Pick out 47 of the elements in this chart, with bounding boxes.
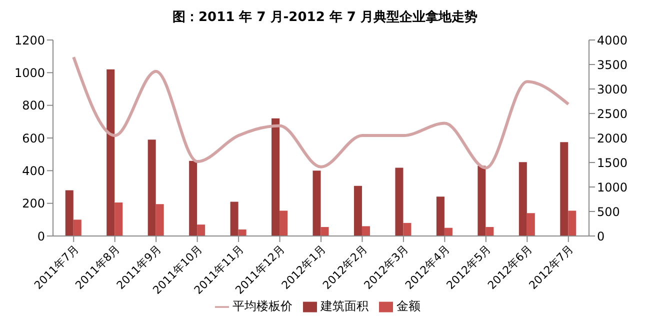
bar <box>518 162 527 236</box>
y-tick-label: 400 <box>22 164 45 178</box>
bar <box>148 140 156 236</box>
y-tick-label: 1000 <box>14 66 45 80</box>
bar <box>560 142 568 236</box>
bar <box>197 224 206 236</box>
bar <box>280 210 288 236</box>
bar <box>444 228 452 236</box>
bar <box>272 118 280 236</box>
y2-tick-label: 3500 <box>597 58 628 72</box>
bar <box>230 202 238 236</box>
y-tick-label: 0 <box>37 229 45 244</box>
bar <box>362 226 370 236</box>
bar <box>238 229 246 236</box>
bar <box>568 210 576 236</box>
bar <box>156 204 164 236</box>
legend-label: 建筑面积 <box>320 299 368 313</box>
y-tick-label: 1200 <box>14 33 45 48</box>
bar <box>73 220 82 236</box>
chart-title: 图：2011 年 7 月-2012 年 7 月典型企业拿地走势 <box>171 9 478 27</box>
bar <box>478 166 486 236</box>
bar <box>486 227 494 236</box>
bar <box>114 202 123 236</box>
y-tick-label: 800 <box>22 98 45 113</box>
y2-tick-label: 1500 <box>597 156 628 170</box>
bar <box>312 170 321 236</box>
bar <box>320 227 329 236</box>
y-tick-label: 200 <box>22 196 45 211</box>
y2-tick-label: 2500 <box>597 106 628 121</box>
y2-tick-label: 2000 <box>597 131 628 146</box>
y2-tick-label: 500 <box>597 204 620 219</box>
bar <box>395 168 404 236</box>
y2-tick-label: 3000 <box>597 82 628 96</box>
y-tick-label: 600 <box>22 131 45 146</box>
bar <box>65 190 74 236</box>
bar <box>354 186 362 236</box>
legend-label: 金额 <box>396 299 420 313</box>
bar <box>189 160 198 236</box>
bar <box>526 213 535 236</box>
y2-tick-label: 1000 <box>597 180 628 194</box>
line-series <box>72 56 570 170</box>
legend-label: 平均楼板价 <box>232 299 292 313</box>
bar <box>403 222 412 236</box>
bar <box>106 69 115 236</box>
y2-tick-label: 4000 <box>597 33 628 48</box>
bar <box>436 196 444 236</box>
y2-tick-label: 0 <box>597 229 605 244</box>
